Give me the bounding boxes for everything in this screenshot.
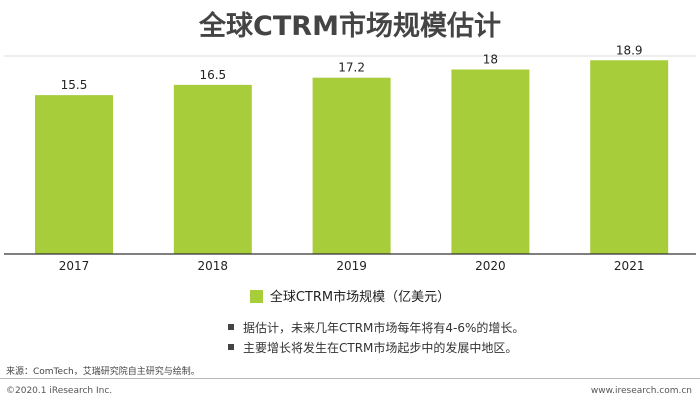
x-tick-label-2018: 2018 (198, 259, 229, 273)
bar-2018 (173, 84, 252, 254)
legend-label: 全球CTRM市场规模（亿美元） (269, 290, 451, 305)
bar-2019 (312, 77, 391, 254)
bar-chart: 15.5 2017 16.5 2018 17.2 2019 18 2020 18.9 2021 (4, 43, 696, 273)
data-label-2020: 18 (483, 53, 498, 67)
data-label-2018: 16.5 (199, 68, 226, 82)
source-text: 来源：ComTech，艾瑞研究院自主研究与绘制。 (6, 367, 200, 377)
bullet-icon (228, 344, 234, 350)
bar-2020 (451, 69, 530, 254)
website-link[interactable]: www.iresearch.com.cn (590, 386, 692, 396)
x-tick-label-2019: 2019 (336, 259, 367, 273)
bullet-icon (228, 324, 234, 330)
copyright-text: ©2020.1 iResearch Inc. (6, 386, 113, 396)
chart-legend: 全球CTRM市场规模（亿美元） (0, 286, 700, 305)
notes-list: 据估计，未来几年CTRM市场每年将有4-6%的增长。 主要增长将发生在CTRM市… (228, 318, 524, 358)
note-item: 据估计，未来几年CTRM市场每年将有4-6%的增长。 (228, 318, 524, 338)
footer-divider (0, 378, 700, 379)
bars-group: 15.5 2017 16.5 2018 17.2 2019 18 2020 18.9 2021 (35, 43, 669, 273)
x-tick-label-2017: 2017 (59, 259, 90, 273)
x-tick-label-2020: 2020 (475, 259, 506, 273)
chart-title: 全球CTRM市场规模估计 (199, 11, 501, 42)
data-label-2017: 15.5 (61, 78, 88, 92)
legend-swatch (249, 290, 263, 303)
data-label-2019: 17.2 (338, 61, 365, 75)
note-item: 主要增长将发生在CTRM市场起步中的发展中地区。 (228, 338, 524, 358)
bar-2021 (590, 60, 669, 255)
data-label-2021: 18.9 (616, 43, 643, 57)
bar-2017 (35, 95, 113, 254)
x-tick-label-2021: 2021 (614, 259, 645, 273)
note-text: 据估计，未来几年CTRM市场每年将有4-6%的增长。 (243, 321, 525, 335)
note-text: 主要增长将发生在CTRM市场起步中的发展中地区。 (243, 341, 518, 355)
